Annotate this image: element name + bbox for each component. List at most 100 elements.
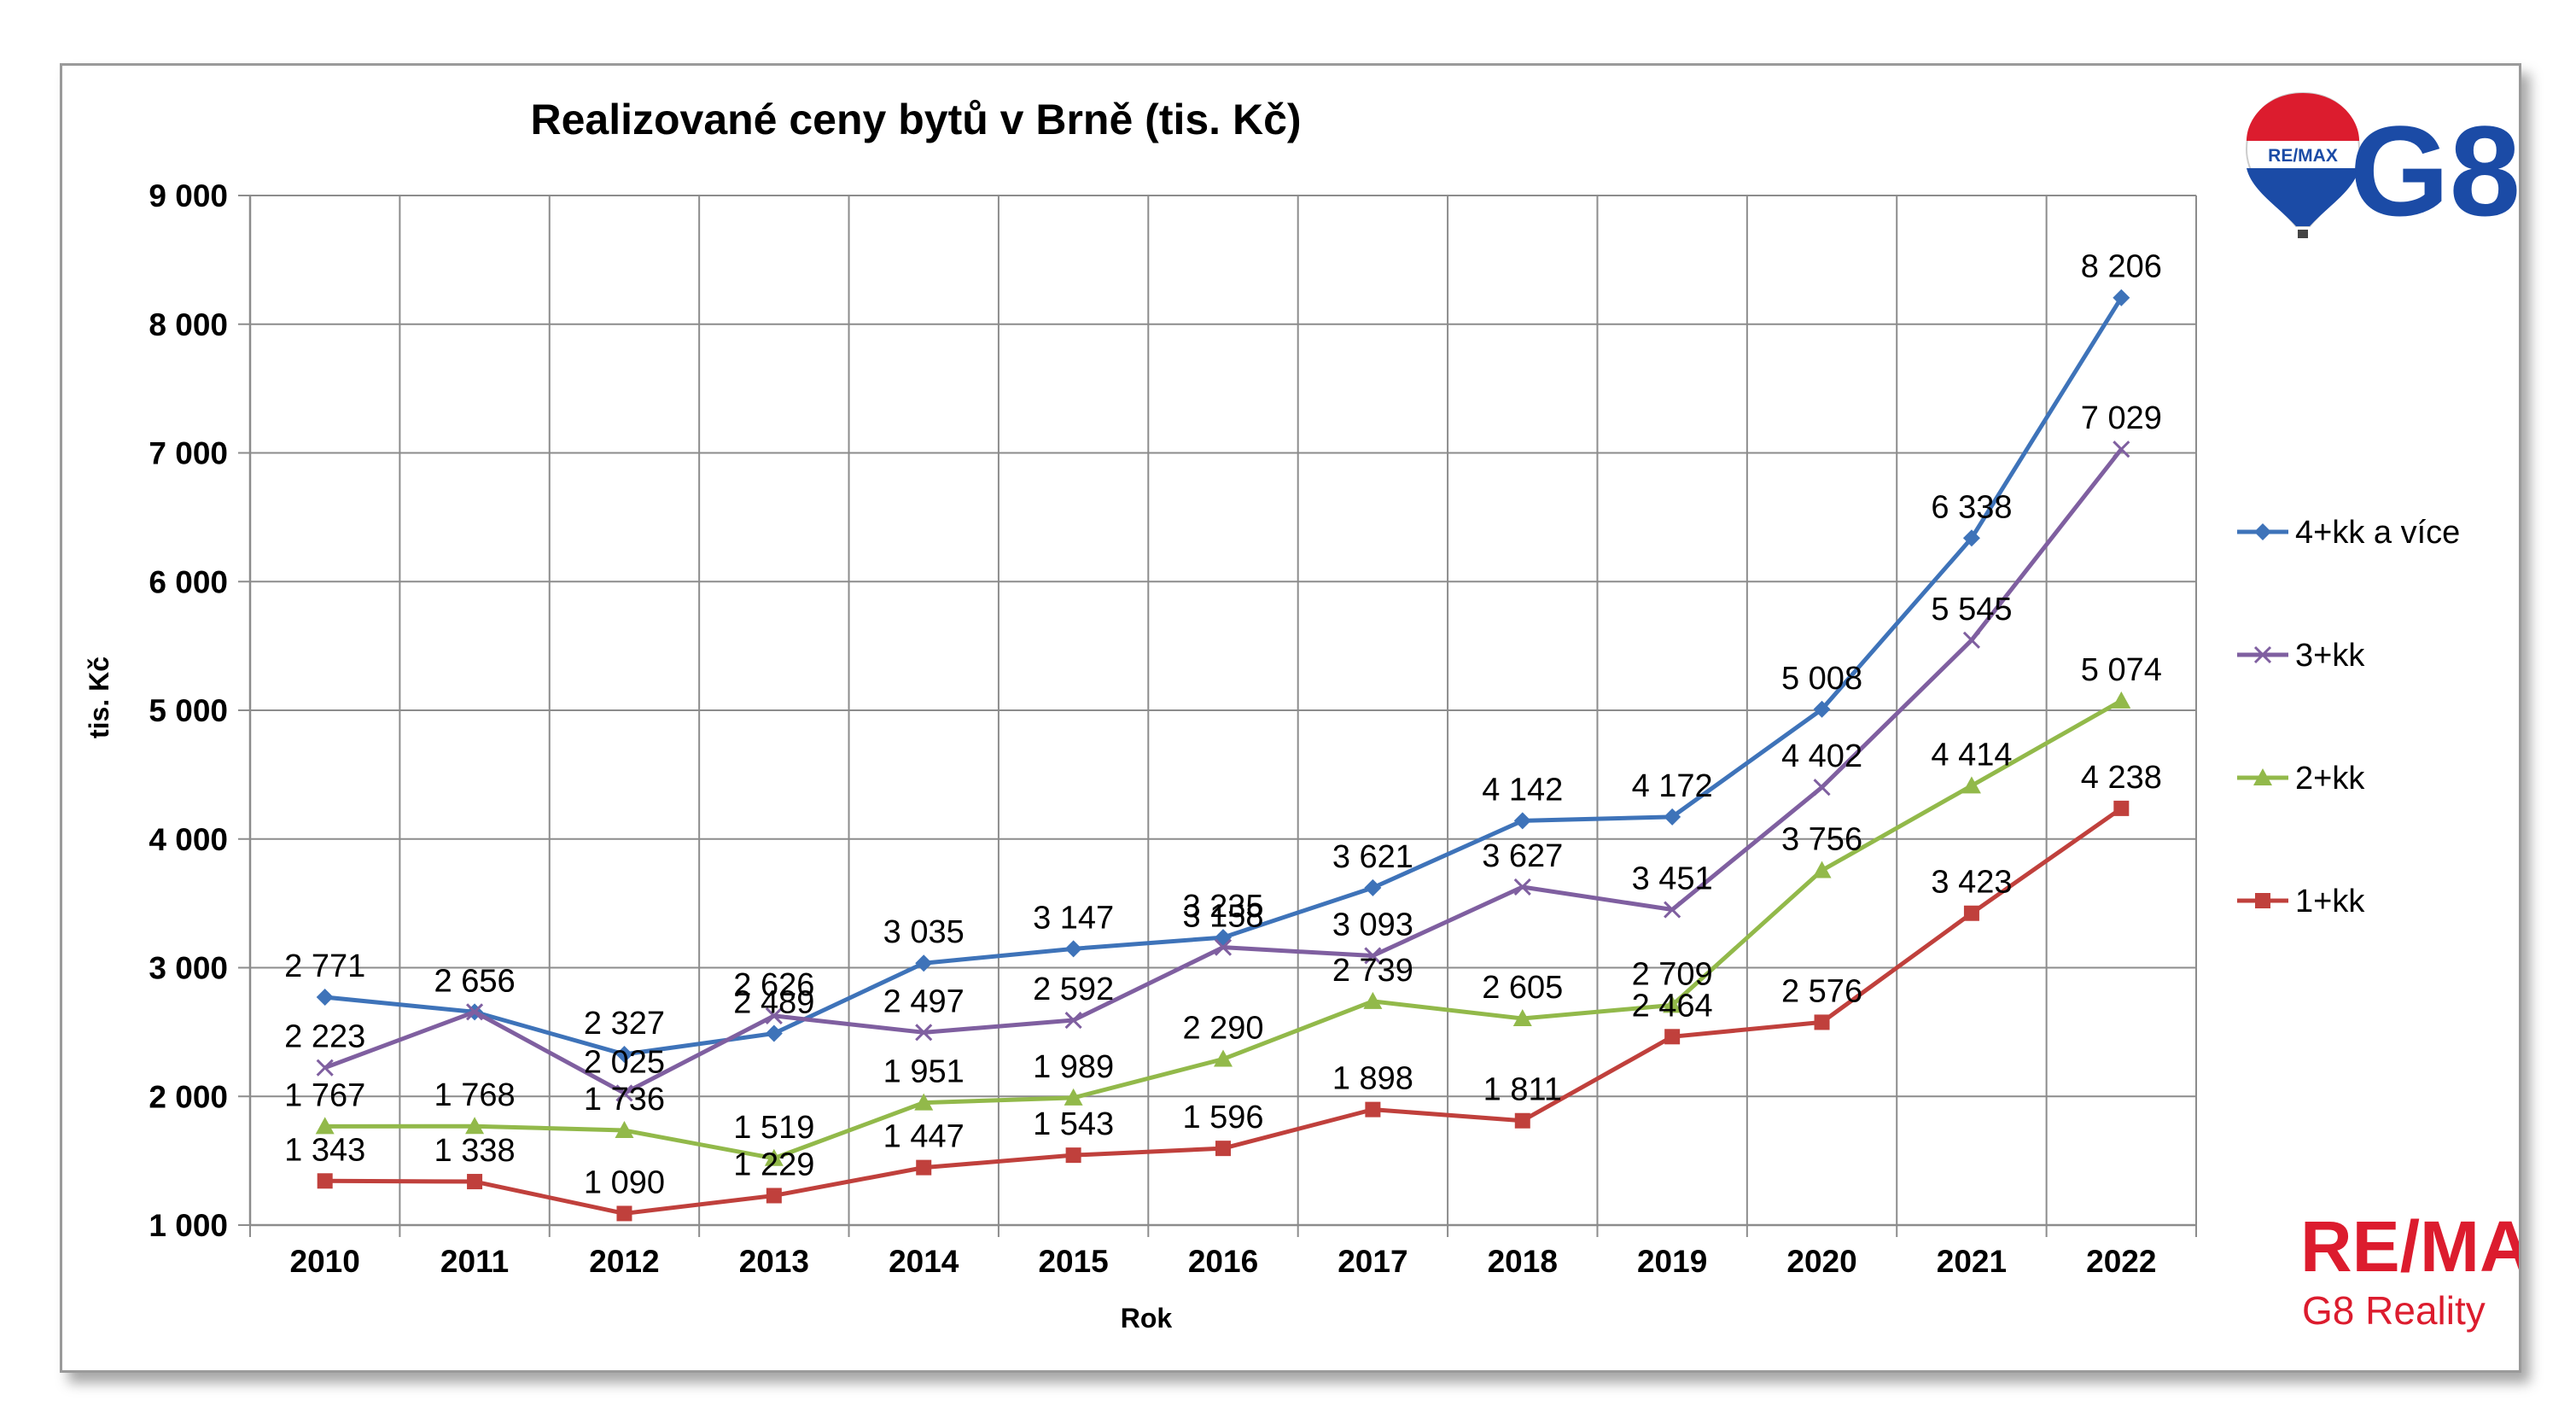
data-label-1-kk: 3 423 xyxy=(1931,865,2012,901)
data-point-2-kk xyxy=(1214,1049,1233,1067)
legend-label-4-kk-a-v-ce: 4+kk a více xyxy=(2295,515,2460,551)
data-label-1-kk: 1 343 xyxy=(284,1132,365,1168)
x-tick-label: 2022 xyxy=(2086,1244,2156,1279)
data-label-2-kk: 1 519 xyxy=(733,1110,814,1146)
legend-marker-4-kk-a-v-ce xyxy=(2254,523,2271,540)
data-label-4-kk-a-v-ce: 4 142 xyxy=(1482,772,1563,808)
grid xyxy=(238,195,2197,1237)
marker-stroke xyxy=(2113,441,2130,458)
y-tick-label: 2 000 xyxy=(149,1079,228,1114)
axes xyxy=(248,196,2196,1227)
y-axis-label: tis. Kč xyxy=(84,657,114,738)
data-point-2-kk xyxy=(764,1148,784,1166)
data-point-3-kk xyxy=(915,1024,933,1042)
data-label-1-kk: 4 238 xyxy=(2081,760,2162,796)
y-tick-label: 3 000 xyxy=(149,951,228,986)
data-point-3-kk xyxy=(1664,901,1681,919)
data-point-4-kk-a-v-ce xyxy=(765,1024,783,1042)
data-point-2-kk xyxy=(2112,691,2131,709)
x-tick-label: 2018 xyxy=(1488,1244,1558,1279)
data-label-1-kk: 1 543 xyxy=(1033,1106,1114,1142)
data-label-4-kk-a-v-ce: 2 656 xyxy=(434,963,516,999)
x-tick-label: 2019 xyxy=(1637,1244,1707,1279)
data-label-3-kk: 2 223 xyxy=(284,1019,365,1055)
data-label-4-kk-a-v-ce: 2 489 xyxy=(733,985,814,1021)
data-label-4-kk-a-v-ce: 3 235 xyxy=(1182,889,1263,925)
data-label-1-kk: 2 576 xyxy=(1781,973,1862,1009)
data-point-3-kk xyxy=(2113,441,2130,458)
data-point-3-kk xyxy=(1813,779,1831,797)
marker-stroke xyxy=(765,1007,783,1024)
legend-label-3-kk: 3+kk xyxy=(2295,638,2365,674)
x-tick-label: 2013 xyxy=(739,1244,809,1279)
legend-label-1-kk: 1+kk xyxy=(2295,884,2365,919)
x-axis-ticks: 2010 2011 2012 2013 2014 2015 2016 2017 2018 2019… xyxy=(290,1244,2157,1279)
y-axis-ticks: 1 000 2 000 3 000 4 000 5 000 6 000 7 000 8 000… xyxy=(149,178,228,1243)
data-point-1-kk xyxy=(766,1188,782,1204)
legend-label-2-kk: 2+kk xyxy=(2295,761,2365,797)
data-point-3-kk xyxy=(316,1059,334,1077)
marker-stroke xyxy=(1813,779,1831,797)
data-label-3-kk: 3 158 xyxy=(1182,899,1263,935)
data-point-2-kk xyxy=(1812,861,1832,878)
data-point-2-kk xyxy=(1961,776,1981,794)
data-label-2-kk: 1 951 xyxy=(883,1054,965,1090)
data-point-2-kk xyxy=(315,1117,335,1135)
data-point-4-kk-a-v-ce xyxy=(615,1045,633,1063)
data-label-4-kk-a-v-ce: 3 147 xyxy=(1033,900,1114,936)
chart-title: Realizované ceny bytů v Brně (tis. Kč) xyxy=(530,96,1301,143)
data-label-2-kk: 2 709 xyxy=(1632,956,1713,992)
data-point-1-kk xyxy=(916,1159,932,1176)
data-label-3-kk: 2 497 xyxy=(883,983,965,1019)
data-point-4-kk-a-v-ce xyxy=(1364,878,1382,896)
data-label-2-kk: 2 739 xyxy=(1332,953,1413,989)
g8-logo-text: G8 xyxy=(2350,99,2519,242)
data-label-3-kk: 5 545 xyxy=(1931,592,2012,627)
data-label-4-kk-a-v-ce: 3 035 xyxy=(883,914,965,950)
data-point-3-kk xyxy=(1962,631,1980,649)
marker-stroke xyxy=(1214,938,1233,956)
data-point-4-kk-a-v-ce xyxy=(1962,529,1980,547)
data-label-3-kk: 2 025 xyxy=(584,1044,665,1080)
data-point-4-kk-a-v-ce xyxy=(1513,812,1531,830)
data-label-3-kk: 3 451 xyxy=(1632,861,1713,897)
data-point-1-kk xyxy=(1664,1029,1681,1045)
legend: 4+kk a více 3+kk 2+kk 1+kk xyxy=(2237,515,2460,919)
data-labels: 2 771 2 656 2 327 2 489 3 035 3 147 3 235 3 621… xyxy=(284,249,2162,1201)
data-label-1-kk: 1 447 xyxy=(883,1119,965,1155)
y-tick-label: 4 000 xyxy=(149,822,228,857)
data-label-2-kk: 3 756 xyxy=(1781,822,1862,858)
data-label-4-kk-a-v-ce: 5 008 xyxy=(1781,661,1862,697)
data-label-3-kk: 2 592 xyxy=(1033,972,1114,1007)
data-point-4-kk-a-v-ce xyxy=(1813,700,1831,718)
remax-balloon-logo: RE/MAX xyxy=(2245,91,2361,238)
data-label-4-kk-a-v-ce: 8 206 xyxy=(2081,249,2162,285)
data-label-1-kk: 2 464 xyxy=(1632,988,1713,1024)
data-point-4-kk-a-v-ce xyxy=(316,989,334,1007)
data-point-2-kk xyxy=(615,1121,634,1139)
data-label-3-kk: 4 402 xyxy=(1781,738,1862,774)
data-point-3-kk xyxy=(466,1003,484,1021)
data-point-1-kk xyxy=(467,1174,483,1190)
data-point-3-kk xyxy=(1214,938,1233,956)
y-tick-label: 7 000 xyxy=(149,436,228,471)
y-tick-label: 1 000 xyxy=(149,1208,228,1243)
data-point-4-kk-a-v-ce xyxy=(2113,289,2130,306)
x-tick-label: 2011 xyxy=(440,1244,509,1279)
chart-frame: Realizované ceny bytů v Brně (tis. Kč) 1… xyxy=(60,63,2521,1373)
remax-logo-text: RE/MAX xyxy=(2300,1206,2519,1287)
data-label-3-kk: 2 626 xyxy=(733,967,814,1003)
data-point-2-kk xyxy=(914,1093,934,1111)
data-label-1-kk: 1 090 xyxy=(584,1164,665,1200)
data-point-4-kk-a-v-ce xyxy=(915,954,933,972)
data-label-2-kk: 2 290 xyxy=(1182,1011,1263,1047)
y-tick-label: 8 000 xyxy=(149,307,228,342)
x-tick-label: 2010 xyxy=(290,1244,360,1279)
data-point-1-kk xyxy=(616,1205,632,1222)
y-tick-label: 6 000 xyxy=(149,564,228,599)
data-label-4-kk-a-v-ce: 2 327 xyxy=(584,1006,665,1042)
x-tick-label: 2021 xyxy=(1937,1244,2007,1279)
x-tick-label: 2016 xyxy=(1188,1244,1258,1279)
marker-stroke xyxy=(2253,645,2272,664)
data-label-1-kk: 1 898 xyxy=(1332,1061,1413,1097)
